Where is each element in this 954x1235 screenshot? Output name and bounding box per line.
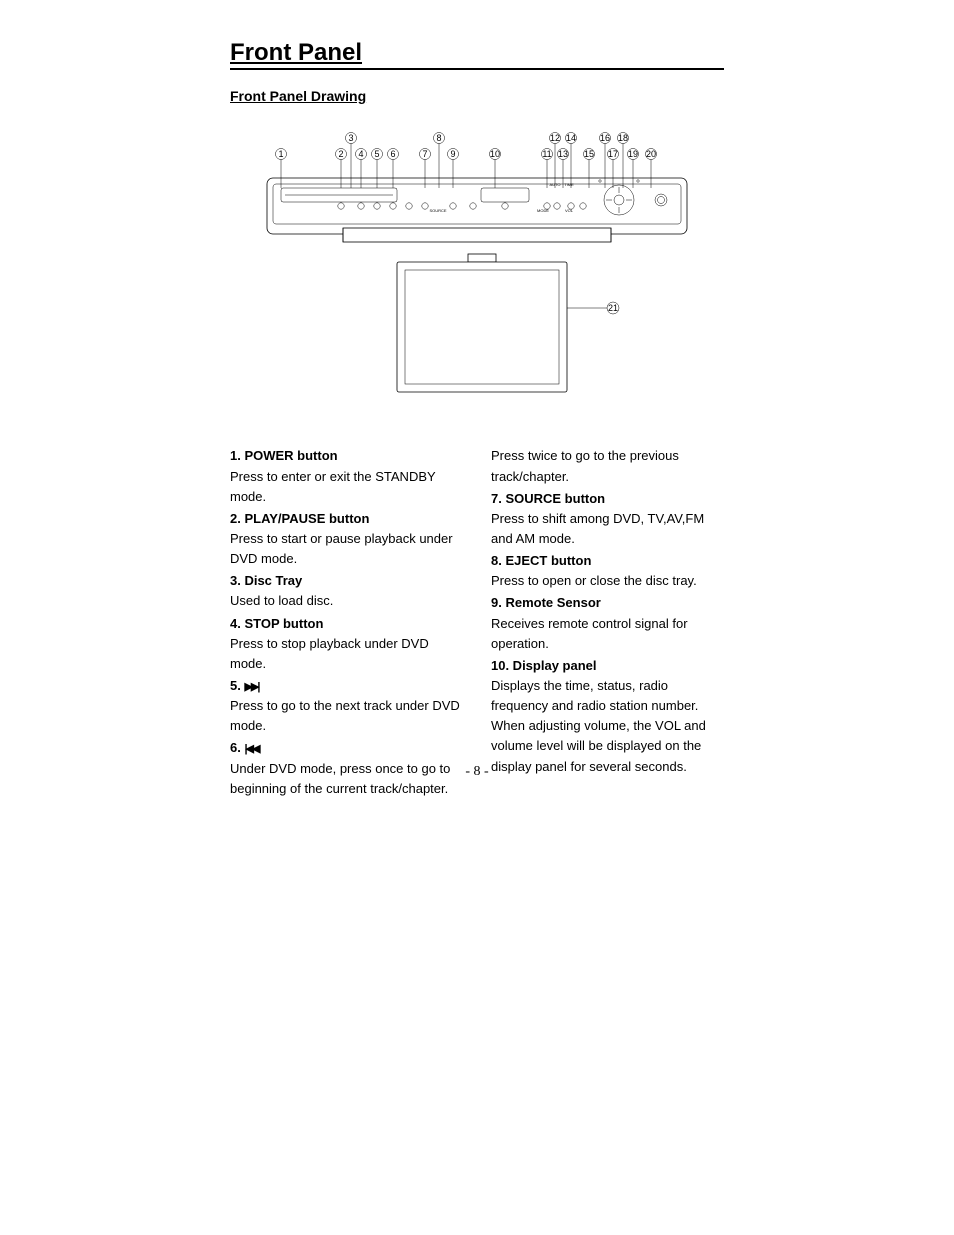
- item-body: Press to stop playback under DVD mode.: [230, 634, 463, 674]
- description-columns: 1. POWER buttonPress to enter or exit th…: [230, 446, 724, 800]
- item-body: Press to enter or exit the STANDBY mode.: [230, 467, 463, 507]
- svg-text:11: 11: [542, 149, 551, 159]
- svg-text:2: 2: [338, 149, 343, 159]
- item-body: Press to go to the next track under DVD …: [230, 696, 463, 736]
- prev-track-icon: |◀◀: [244, 743, 258, 755]
- svg-text:10: 10: [490, 149, 500, 159]
- svg-text:SOURCE: SOURCE: [429, 208, 446, 213]
- item-head: 8. EJECT button: [491, 551, 724, 571]
- diagram-container: AUTOTIMESOURCEMODEVOL1234567891011121314…: [230, 122, 724, 422]
- svg-text:7: 7: [422, 149, 427, 159]
- item-body: Press to open or close the disc tray.: [491, 571, 724, 591]
- item-body: Used to load disc.: [230, 591, 463, 611]
- svg-text:13: 13: [558, 149, 568, 159]
- front-panel-diagram: AUTOTIMESOURCEMODEVOL1234567891011121314…: [257, 122, 697, 422]
- item-head: 1. POWER button: [230, 446, 463, 466]
- svg-text:18: 18: [618, 133, 628, 143]
- item-head: 9. Remote Sensor: [491, 593, 724, 613]
- item-head: 3. Disc Tray: [230, 571, 463, 591]
- svg-text:12: 12: [550, 133, 560, 143]
- item-body: Press to shift among DVD, TV,AV,FM and A…: [491, 509, 724, 549]
- svg-text:21: 21: [608, 303, 618, 313]
- item-body: Displays the time, status, radio frequen…: [491, 676, 724, 777]
- page-footer: - 8 -: [0, 764, 954, 780]
- svg-text:9: 9: [450, 149, 455, 159]
- svg-text:19: 19: [628, 149, 638, 159]
- right-column: Press twice to go to the previous track/…: [491, 446, 724, 800]
- section-subtitle: Front Panel Drawing: [230, 88, 724, 104]
- svg-text:4: 4: [358, 149, 363, 159]
- svg-text:16: 16: [600, 133, 610, 143]
- next-track-icon: ▶▶|: [244, 681, 258, 693]
- svg-text:MODE: MODE: [537, 208, 549, 213]
- svg-text:14: 14: [566, 133, 576, 143]
- svg-text:VOL: VOL: [565, 208, 574, 213]
- item-head: 5. ▶▶|: [230, 676, 463, 696]
- item-head: 10. Display panel: [491, 656, 724, 676]
- page-title: Front Panel: [230, 40, 724, 70]
- svg-text:17: 17: [608, 149, 618, 159]
- svg-text:20: 20: [646, 149, 656, 159]
- item-head: 4. STOP button: [230, 614, 463, 634]
- item-head: 7. SOURCE button: [491, 489, 724, 509]
- item-body: Receives remote control signal for opera…: [491, 614, 724, 654]
- svg-text:5: 5: [374, 149, 379, 159]
- item-body: Press twice to go to the previous track/…: [491, 446, 724, 486]
- svg-text:8: 8: [436, 133, 441, 143]
- svg-text:TIME: TIME: [564, 182, 574, 187]
- item-head: 6. |◀◀: [230, 738, 463, 758]
- svg-text:6: 6: [390, 149, 395, 159]
- item-body: Press to start or pause playback under D…: [230, 529, 463, 569]
- svg-text:1: 1: [278, 149, 283, 159]
- item-head: 2. PLAY/PAUSE button: [230, 509, 463, 529]
- left-column: 1. POWER buttonPress to enter or exit th…: [230, 446, 463, 800]
- svg-text:3: 3: [348, 133, 353, 143]
- svg-text:15: 15: [584, 149, 594, 159]
